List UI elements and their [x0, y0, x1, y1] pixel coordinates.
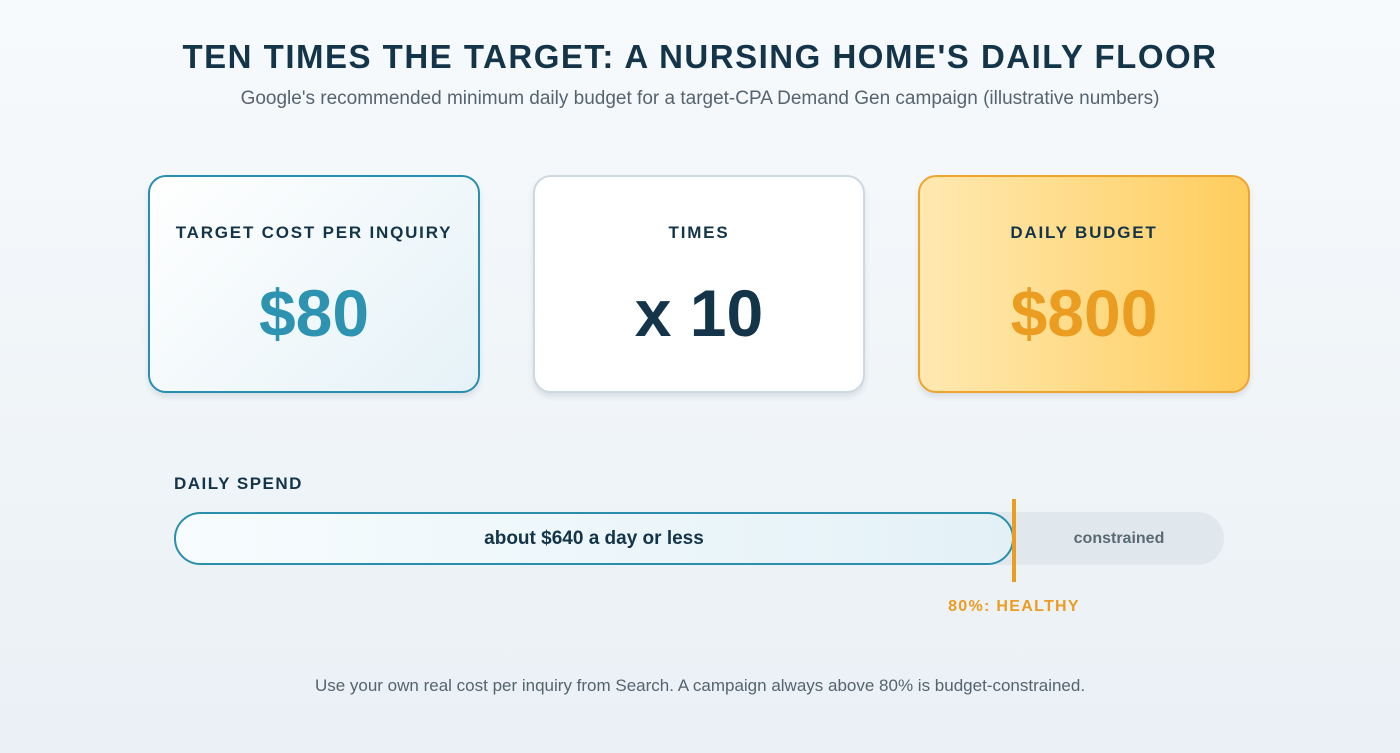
target-cost-label: TARGET COST PER INQUIRY	[175, 223, 453, 242]
page-title: TEN TIMES THE TARGET: A NURSING HOME'S D…	[182, 38, 1218, 75]
constrained-zone-label: constrained	[1073, 529, 1165, 547]
multiplier-value: x 10	[634, 276, 764, 350]
target-cost-card: TARGET COST PER INQUIRY $80	[148, 175, 480, 393]
healthy-threshold-marker	[1012, 499, 1016, 582]
healthy-threshold-label: 80%: HEALTHY	[948, 598, 1080, 615]
target-cost-value: $80	[258, 276, 370, 350]
healthy-spend-bar: about $640 a day or less	[174, 512, 1014, 565]
page-subtitle: Google's recommended minimum daily budge…	[240, 88, 1160, 109]
daily-spend-label: DAILY SPEND	[174, 474, 303, 493]
daily-budget-value: $800	[1010, 276, 1158, 350]
daily-budget-label: DAILY BUDGET	[1010, 223, 1158, 242]
daily-budget-card: DAILY BUDGET $800	[918, 175, 1250, 393]
multiplier-card: TIMES x 10	[533, 175, 865, 393]
multiplier-label: TIMES	[668, 223, 730, 242]
footnote: Use your own real cost per inquiry from …	[314, 676, 1086, 695]
